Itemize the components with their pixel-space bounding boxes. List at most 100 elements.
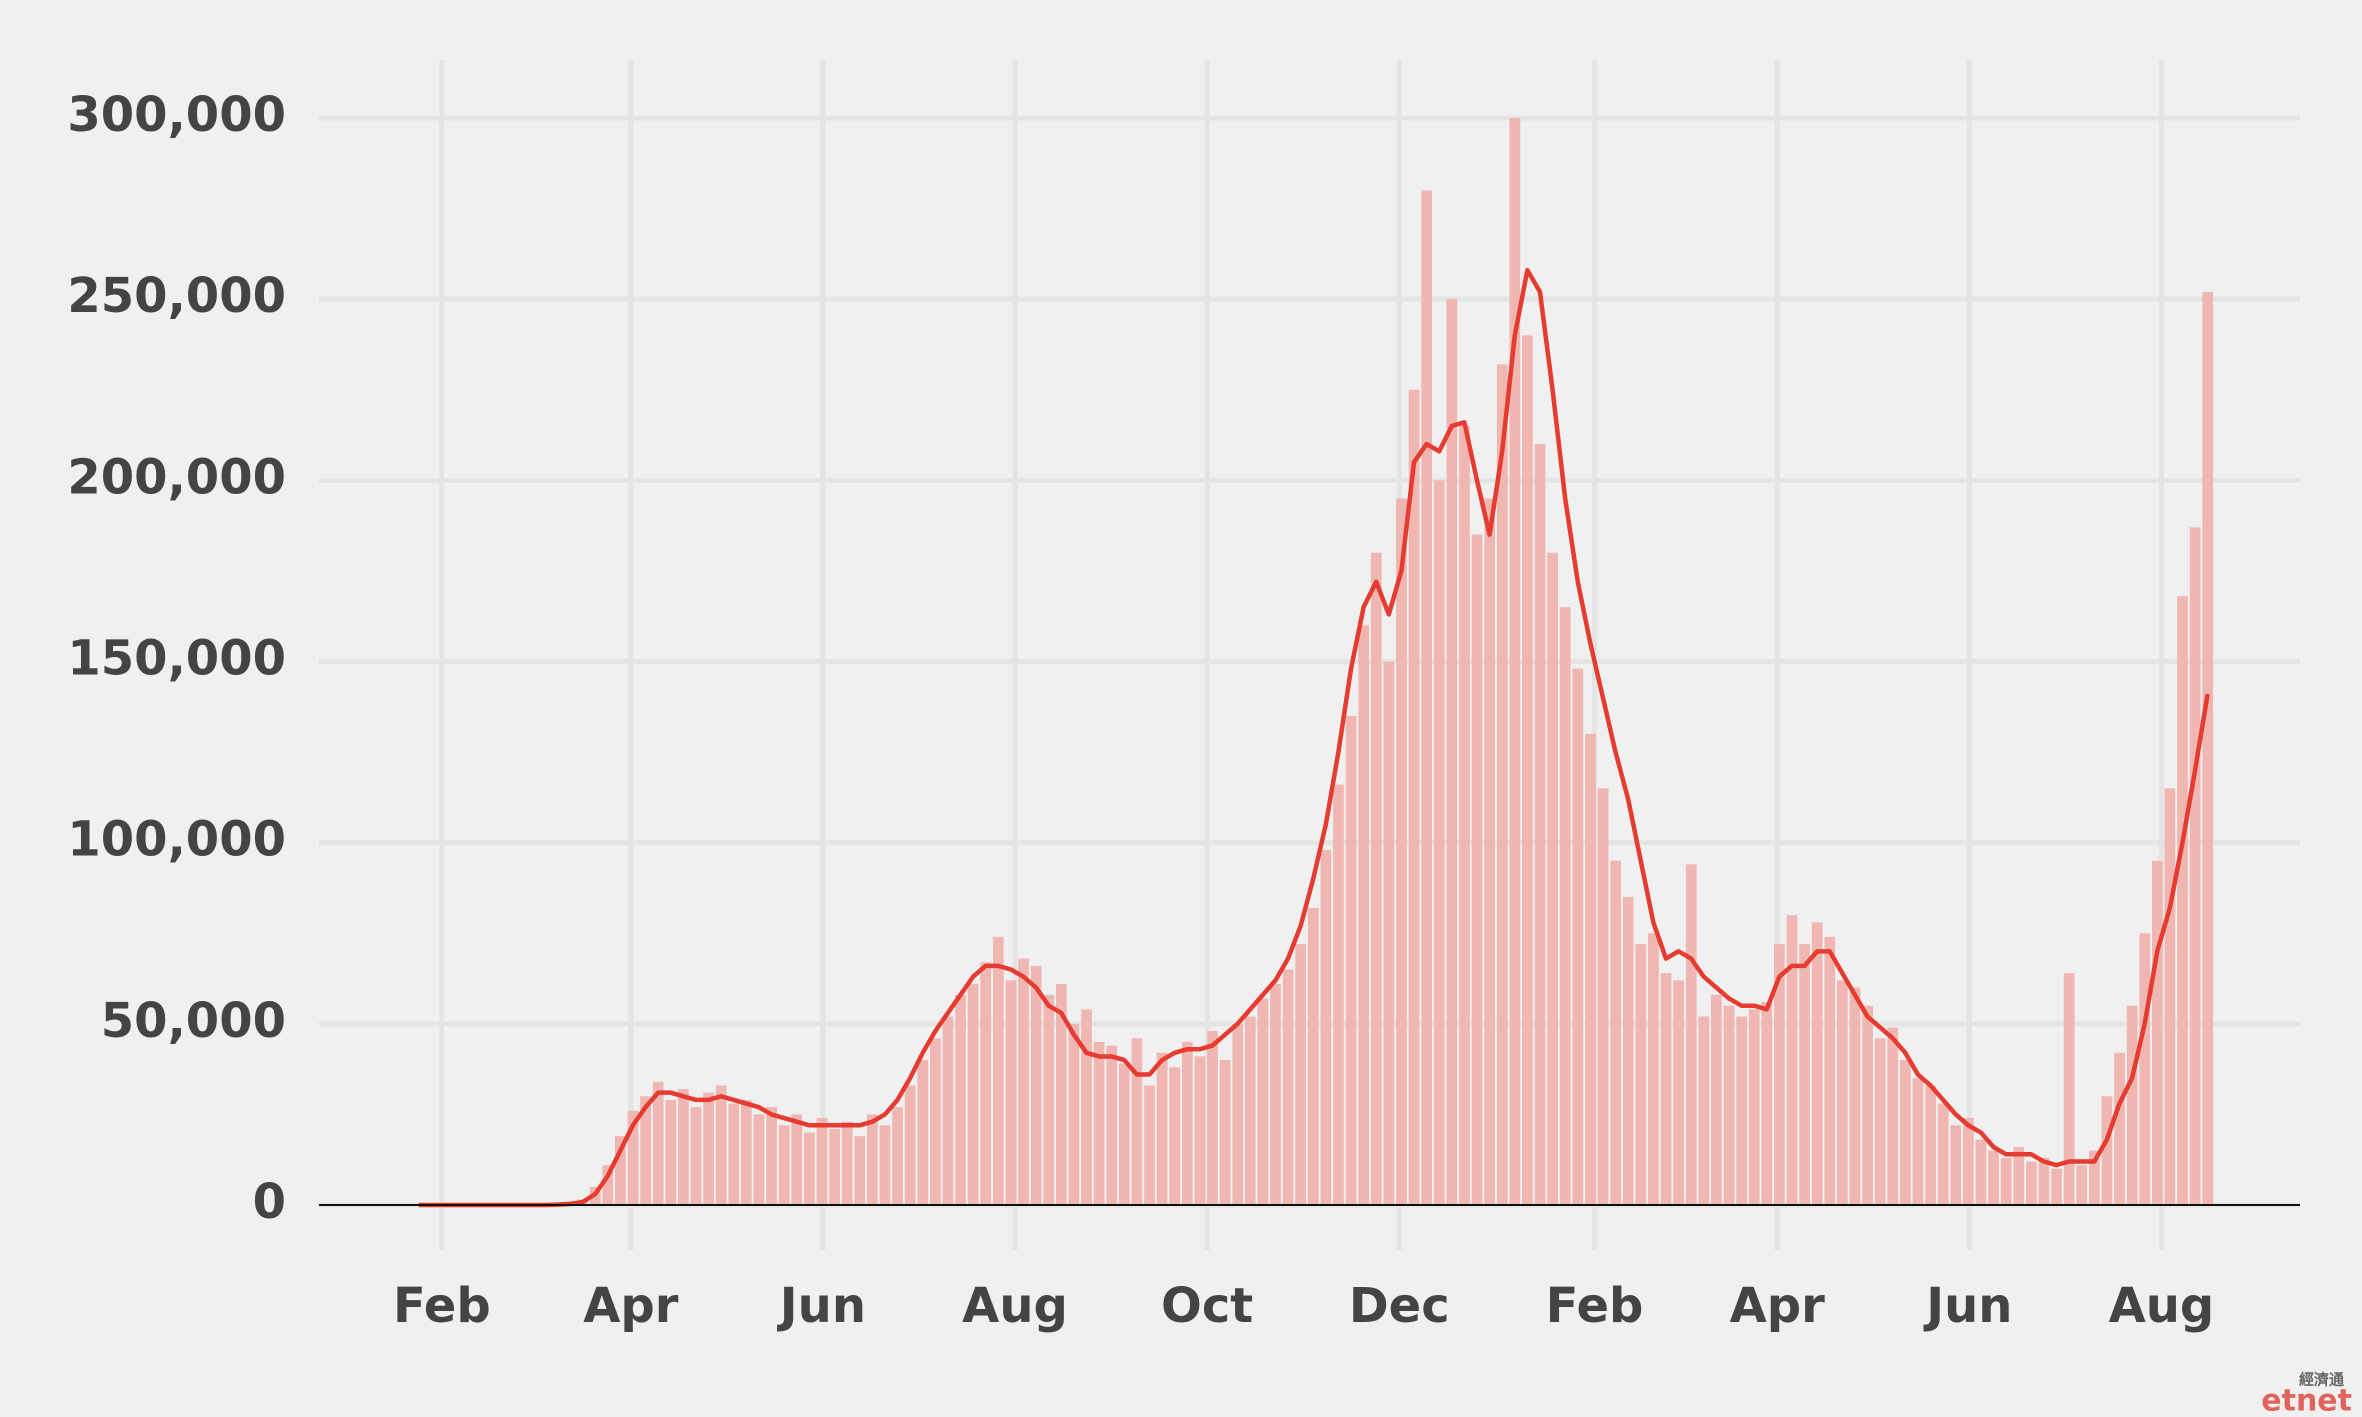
bar: [690, 1107, 702, 1205]
bar: [1396, 498, 1407, 1205]
bar: [1963, 1118, 1974, 1205]
bar: [766, 1107, 777, 1205]
bar: [1648, 933, 1659, 1205]
bar: [1043, 994, 1055, 1205]
bar: [741, 1099, 752, 1205]
bar: [1837, 980, 1848, 1205]
bar: [1799, 944, 1810, 1205]
bar: [1244, 1016, 1256, 1205]
bar: [1181, 1041, 1193, 1205]
bar: [652, 1081, 664, 1205]
bar: [2013, 1147, 2025, 1205]
y-tick-label: 300,000: [67, 87, 286, 143]
bar: [1723, 1005, 1735, 1205]
bar: [816, 1118, 828, 1205]
bar: [1471, 534, 1483, 1205]
bar: [992, 936, 1004, 1205]
x-tick-label: Apr: [583, 1278, 679, 1334]
bar: [1711, 994, 1722, 1205]
x-tick-label: Oct: [1161, 1278, 1253, 1334]
bar: [1421, 190, 1433, 1205]
bar: [967, 983, 979, 1205]
bar: [1887, 1027, 1899, 1205]
bar: [2088, 1150, 2100, 1205]
bar: [1950, 1125, 1962, 1205]
bar: [1496, 364, 1508, 1206]
y-tick-label: 50,000: [101, 993, 286, 1049]
bar: [715, 1085, 727, 1205]
bar: [1270, 983, 1281, 1205]
y-tick-label: 150,000: [67, 630, 286, 686]
bar: [1862, 1005, 1873, 1205]
x-tick-label: Dec: [1349, 1278, 1450, 1334]
bar: [1925, 1085, 1936, 1205]
bar: [2189, 527, 2201, 1205]
bar: [1912, 1078, 1924, 1205]
bar: [2139, 933, 2151, 1205]
bar: [1383, 661, 1395, 1205]
bar: [1320, 849, 1332, 1205]
x-tick-label: Aug: [962, 1278, 1068, 1334]
bar: [1081, 1009, 1092, 1205]
bar: [1118, 1063, 1130, 1205]
bar: [1900, 1060, 1911, 1205]
bar: [2164, 788, 2176, 1205]
bar: [1055, 983, 1067, 1205]
bar: [1988, 1150, 1999, 1205]
bar: [1660, 973, 1672, 1205]
bar: [1131, 1038, 1143, 1205]
bar: [2000, 1157, 2012, 1205]
bar: [1358, 625, 1370, 1205]
bar: [791, 1114, 803, 1205]
bar: [1295, 944, 1307, 1205]
bar: [1169, 1067, 1181, 1205]
bar: [1610, 860, 1621, 1205]
bar: [615, 1136, 626, 1205]
bar: [980, 962, 992, 1205]
bar: [778, 1125, 790, 1205]
bar: [2202, 291, 2214, 1205]
bar: [2151, 860, 2163, 1205]
bar: [1370, 552, 1382, 1205]
bar: [1698, 1016, 1710, 1205]
bar: [1761, 1002, 1773, 1205]
bar: [879, 1125, 891, 1205]
bar: [2063, 973, 2075, 1205]
bar: [1509, 117, 1521, 1205]
bar: [1144, 1085, 1155, 1205]
bar: [1345, 715, 1357, 1205]
bar: [728, 1103, 740, 1205]
bar: [1307, 907, 1319, 1205]
bar: [2114, 1052, 2125, 1205]
bar: [1622, 897, 1634, 1205]
bar: [892, 1107, 903, 1205]
bar: [2126, 1005, 2138, 1205]
bar: [602, 1165, 614, 1205]
logo-zh: 經濟通: [2299, 1371, 2344, 1389]
bar: [1219, 1060, 1231, 1205]
bar: [1018, 958, 1029, 1205]
bar: [1559, 607, 1571, 1205]
bar: [1975, 1139, 1987, 1205]
x-tick-label: Aug: [2109, 1278, 2215, 1334]
bar: [1786, 915, 1798, 1205]
bar: [1030, 965, 1042, 1205]
bar: [1194, 1056, 1206, 1205]
bar: [1635, 944, 1647, 1205]
x-tick-label: Jun: [777, 1278, 866, 1334]
bar: [1774, 944, 1785, 1205]
bar: [917, 1060, 929, 1205]
bar: [2025, 1161, 2037, 1205]
bar: [678, 1089, 689, 1205]
bar: [1282, 969, 1294, 1205]
bar: [1522, 335, 1533, 1205]
x-tick-label: Apr: [1730, 1278, 1826, 1334]
y-tick-label: 250,000: [67, 268, 286, 324]
bar: [1093, 1041, 1105, 1205]
bar: [1585, 733, 1596, 1205]
bar: [1106, 1045, 1118, 1205]
bar: [1232, 1023, 1244, 1205]
bar: [867, 1114, 878, 1205]
bar: [703, 1092, 714, 1205]
